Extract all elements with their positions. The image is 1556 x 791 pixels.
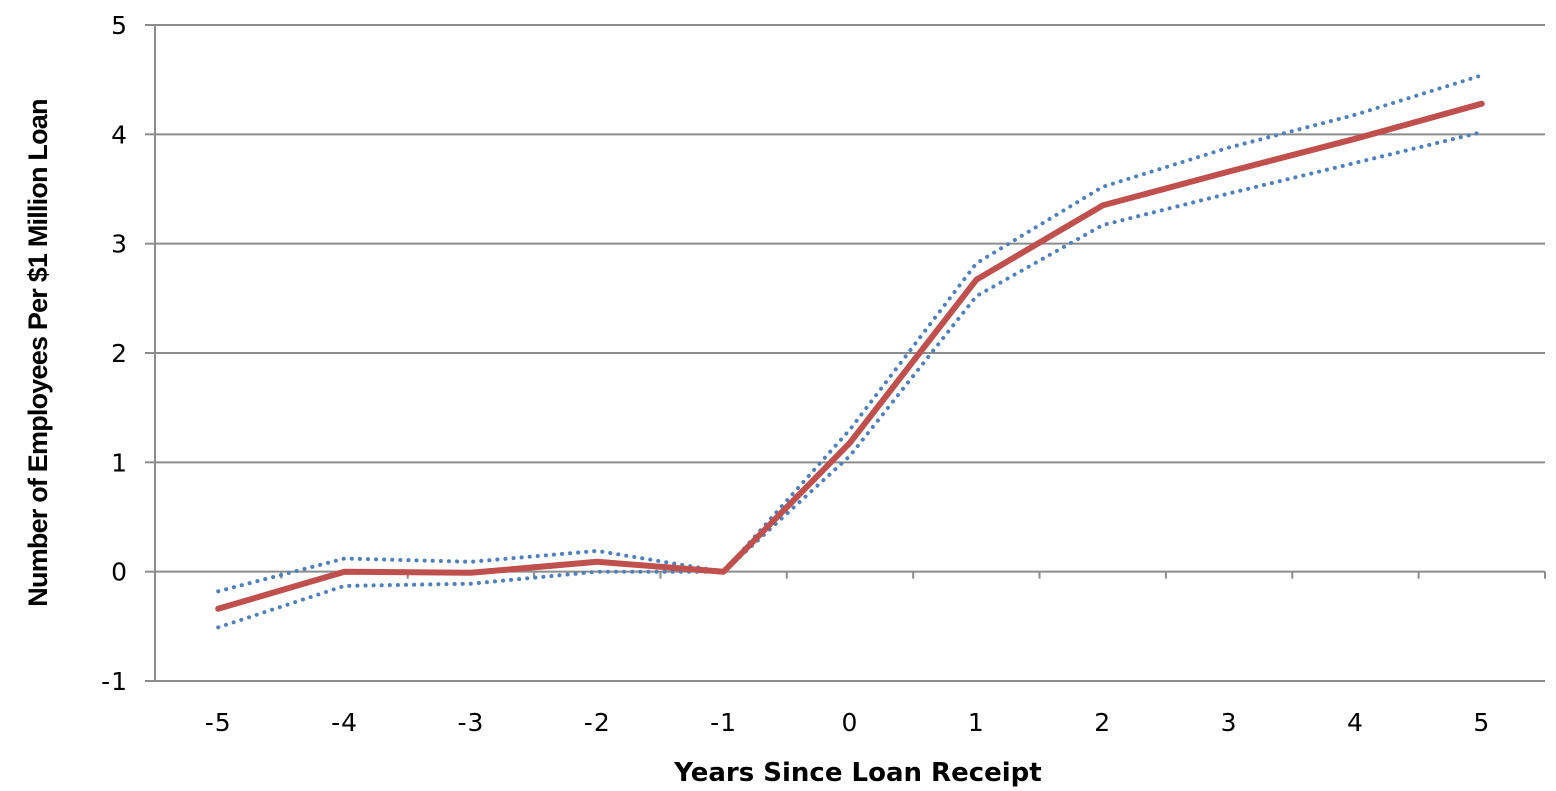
series-line-lower-bound bbox=[216, 130, 1484, 630]
x-tick-label: -1 bbox=[710, 708, 737, 737]
y-tick-label: 4 bbox=[111, 120, 128, 149]
x-tick-label: 5 bbox=[1473, 708, 1490, 737]
x-tick-label: 0 bbox=[842, 708, 859, 737]
series-lines bbox=[215, 73, 1485, 630]
x-tick-label: 4 bbox=[1347, 708, 1364, 737]
x-tick-label: 1 bbox=[968, 708, 985, 737]
y-tick-label: 5 bbox=[111, 11, 128, 40]
y-tick-label: 1 bbox=[111, 448, 128, 477]
y-axis-title: Number of Employees Per $1 Million Loan bbox=[23, 99, 53, 606]
y-tick-label: 0 bbox=[111, 558, 128, 587]
x-tick-label: 3 bbox=[1221, 708, 1238, 737]
x-tick-label: -5 bbox=[205, 708, 232, 737]
x-tick-label: 2 bbox=[1094, 708, 1111, 737]
axes bbox=[145, 24, 1546, 682]
y-tick-label: 2 bbox=[111, 339, 128, 368]
x-tick-label: -2 bbox=[584, 708, 611, 737]
series-line-estimate bbox=[215, 100, 1485, 612]
tick-labels: -1 0 1 2 3 4 5 -5 -4 -3 -2 -1 0 1 2 3 4 5 bbox=[101, 11, 1490, 737]
y-tick-label: -1 bbox=[101, 667, 128, 696]
x-tick-label: -3 bbox=[457, 708, 484, 737]
gridlines bbox=[155, 24, 1545, 573]
y-tick-label: 3 bbox=[111, 230, 128, 259]
x-tick-label: -4 bbox=[331, 708, 358, 737]
x-axis-title: Years Since Loan Receipt bbox=[673, 758, 1041, 788]
